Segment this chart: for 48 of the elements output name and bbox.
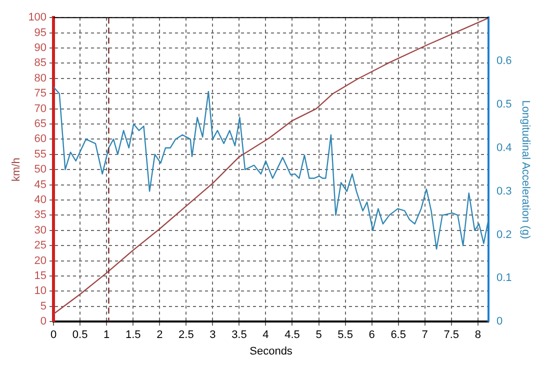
- y-tick-label: 10: [34, 285, 47, 298]
- y-tick-label: 20: [34, 254, 47, 267]
- y-tick-label: 45: [34, 178, 47, 191]
- x-tick-label: 1: [104, 329, 110, 342]
- y-tick-label: 70: [34, 102, 47, 115]
- y2-tick-label: 0.5: [496, 98, 512, 110]
- y-tick-label: 90: [34, 42, 47, 54]
- y2-tick-label: 0: [496, 316, 503, 328]
- y-tick-label: 15: [34, 270, 47, 282]
- y-tick-label: 75: [34, 88, 47, 100]
- x-tick-label: 4.5: [284, 329, 300, 342]
- y-tick-label: 25: [34, 240, 47, 252]
- y-tick-label: 5: [40, 300, 47, 312]
- y2-axis-title: Longitudinal Acceleration (g): [519, 100, 532, 240]
- y-tick-label: 0: [40, 316, 47, 328]
- x-tick-label: 6: [368, 329, 375, 342]
- y-tick-label: 95: [34, 26, 47, 39]
- x-tick-label: 7: [422, 329, 428, 342]
- x-tick-label: 4: [262, 329, 269, 342]
- x-tick-label: 2.5: [178, 329, 194, 342]
- y-tick-label: 100: [28, 12, 47, 24]
- y-tick-label: 80: [34, 72, 47, 84]
- y-tick-label: 40: [34, 194, 47, 206]
- x-axis-title: Seconds: [250, 345, 293, 358]
- x-tick-label: 1.5: [125, 329, 141, 342]
- y-axis-title: km/h: [10, 158, 23, 182]
- y-tick-label: 85: [34, 57, 47, 70]
- y2-tick-label: 0.3: [496, 185, 512, 198]
- x-tick-label: 5.5: [338, 329, 353, 342]
- y-tick-label: 35: [34, 209, 47, 222]
- y-tick-label: 50: [34, 164, 47, 176]
- x-tick-label: 5: [316, 329, 322, 342]
- x-tick-label: 7.5: [444, 329, 460, 342]
- x-tick-label: 6.5: [390, 329, 406, 342]
- x-tick-label: 8: [474, 329, 481, 342]
- y-tick-label: 55: [34, 148, 47, 160]
- x-tick-label: 0: [50, 329, 57, 342]
- x-tick-label: 3: [210, 329, 216, 342]
- y2-tick-label: 0.4: [496, 142, 512, 154]
- x-tick-label: 2: [156, 329, 163, 342]
- x-tick-label: 0.5: [72, 329, 88, 342]
- y-tick-label: 30: [34, 224, 47, 236]
- x-tick-label: 3.5: [232, 329, 247, 342]
- y2-tick-label: 0.1: [496, 272, 512, 284]
- y-tick-label: 65: [34, 118, 47, 130]
- y2-tick-label: 0.2: [496, 228, 512, 241]
- y2-tick-label: 0.6: [496, 55, 512, 68]
- y-tick-label: 60: [34, 133, 47, 146]
